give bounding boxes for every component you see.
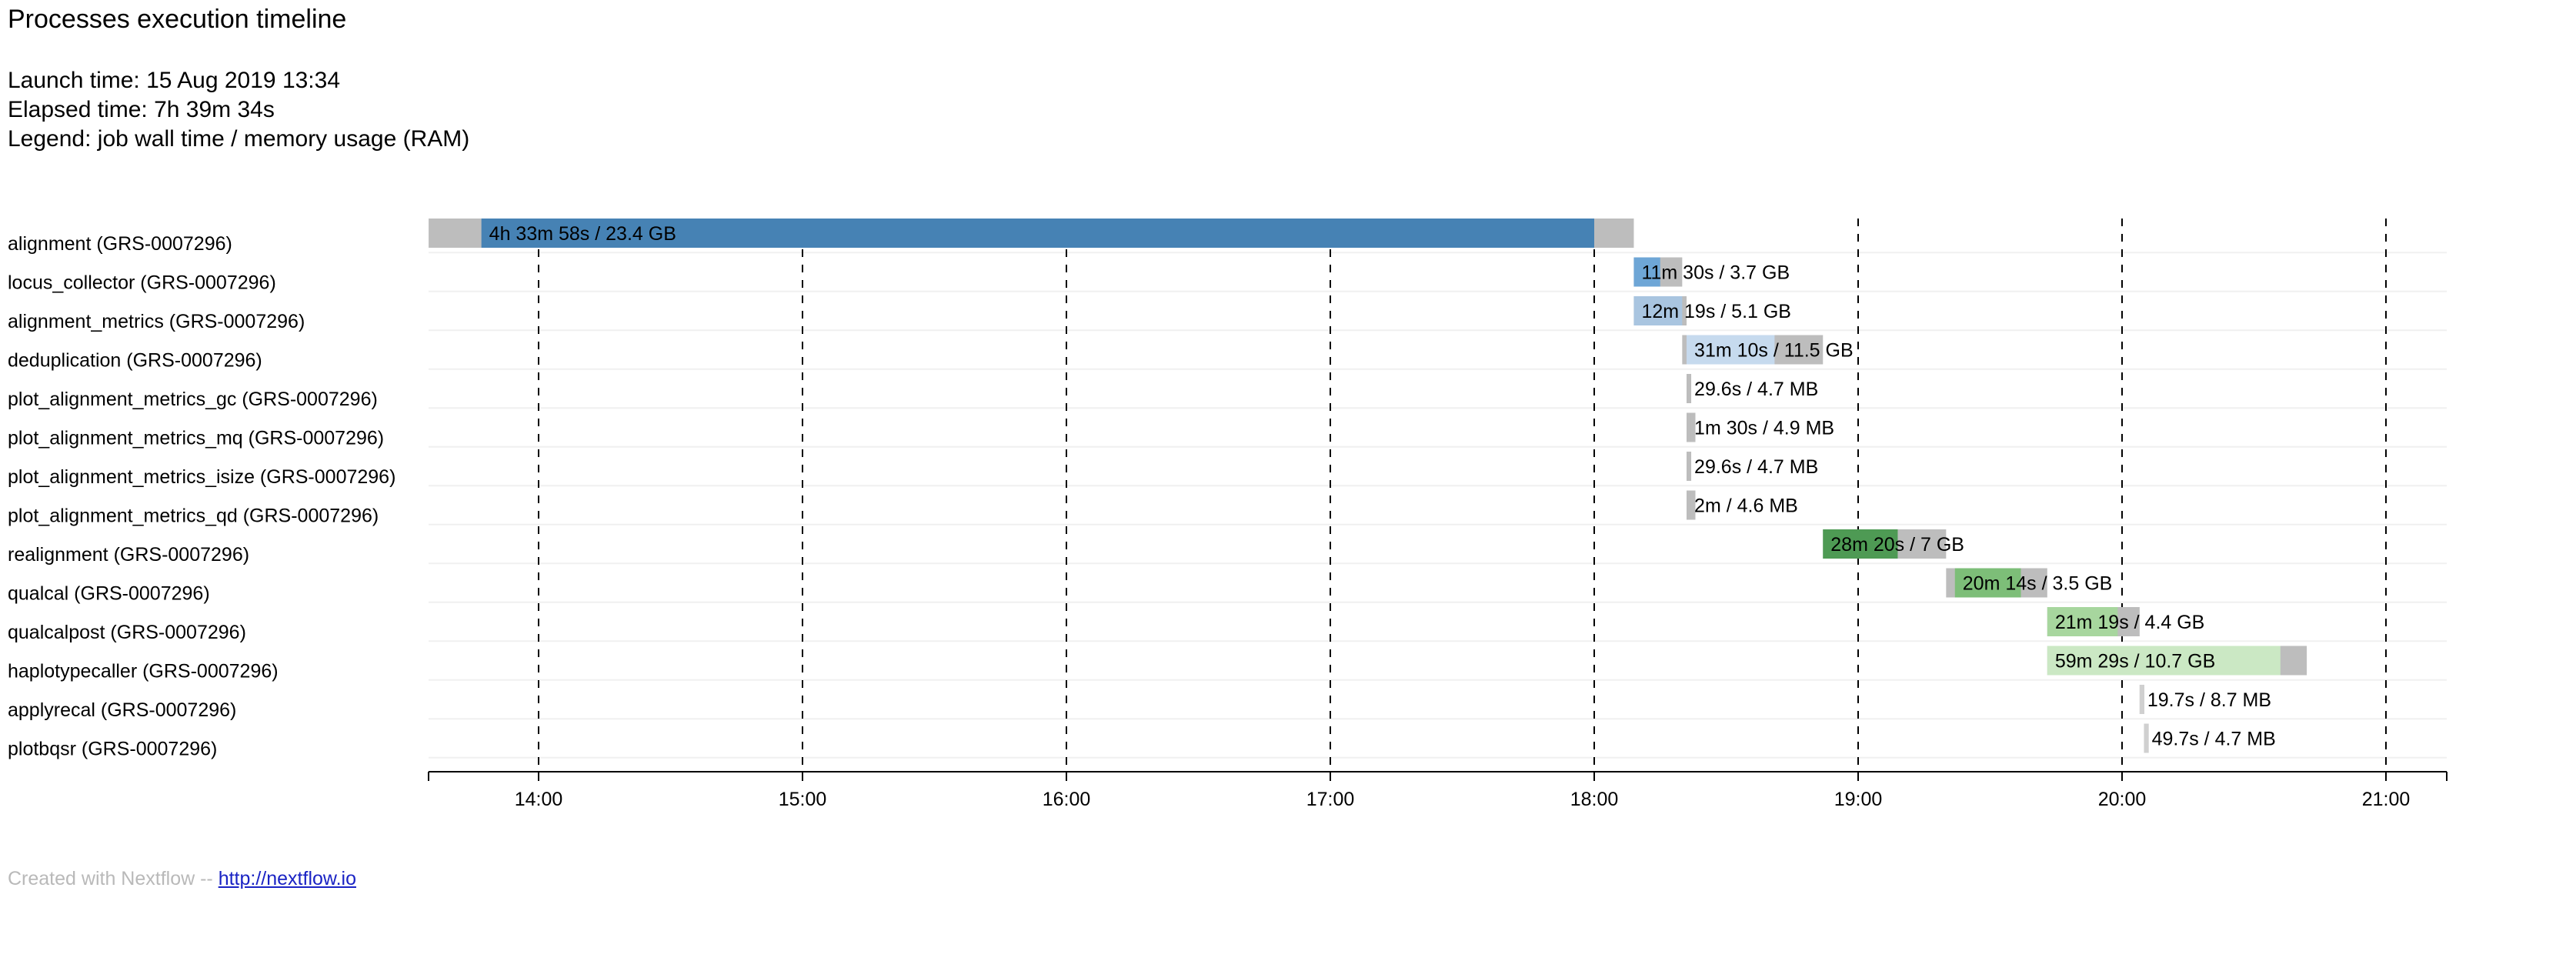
launch-time: Launch time: 15 Aug 2019 13:34 (8, 68, 341, 93)
task-run-bar-realignment[interactable] (1823, 529, 1898, 559)
task-bar-label-plot-alignment-metrics-mq: 1m 30s / 4.9 MB (1694, 418, 1834, 439)
task-label-alignment-metrics: alignment_metrics (GRS-0007296) (8, 311, 305, 332)
task-run-bar-locus-collector[interactable] (1633, 257, 1660, 287)
task-label-locus-collector: locus_collector (GRS-0007296) (8, 272, 276, 294)
elapsed-time: Elapsed time: 7h 39m 34s (8, 97, 275, 122)
footer: Created with Nextflow -- http://nextflow… (8, 868, 356, 890)
task-label-alignment: alignment (GRS-0007296) (8, 233, 232, 255)
task-label-applyrecal: applyrecal (GRS-0007296) (8, 699, 236, 721)
task-run-bar-plot-alignment-metrics-gc[interactable] (1687, 374, 1691, 403)
task-bar-label-alignment: 4h 33m 58s / 23.4 GB (489, 223, 676, 245)
task-label-plot-alignment-metrics-gc: plot_alignment_metrics_gc (GRS-0007296) (8, 389, 378, 410)
x-tick-label-1800: 18:00 (1570, 789, 1619, 810)
task-label-plot-alignment-metrics-mq: plot_alignment_metrics_mq (GRS-0007296) (8, 428, 384, 449)
legend-description: Legend: job wall time / memory usage (RA… (8, 126, 470, 152)
x-tick-label-2100: 21:00 (2362, 789, 2411, 810)
task-bar-label-qualcalpost: 21m 19s / 4.4 GB (2055, 612, 2205, 633)
task-label-haplotypecaller: haplotypecaller (GRS-0007296) (8, 661, 279, 682)
x-tick-label-1400: 14:00 (515, 789, 563, 810)
page-title: Processes execution timeline (8, 5, 347, 34)
task-run-bar-plotbqsr[interactable] (2144, 723, 2149, 753)
task-bar-label-applyrecal: 19.7s / 8.7 MB (2147, 689, 2271, 711)
task-run-bar-plot-alignment-metrics-mq[interactable] (1687, 412, 1691, 442)
run-metadata: Launch time: 15 Aug 2019 13:34 Elapsed t… (8, 66, 469, 154)
task-run-bar-plot-alignment-metrics-qd[interactable] (1687, 490, 1691, 520)
task-bar-label-locus-collector: 11m 30s / 3.7 GB (1641, 262, 1790, 284)
task-bar-label-deduplication: 31m 10s / 11.5 GB (1694, 340, 1854, 362)
task-run-bar-alignment[interactable] (481, 219, 1594, 248)
task-bar-label-alignment-metrics: 12m 19s / 5.1 GB (1641, 301, 1791, 322)
x-tick-label-1600: 16:00 (1043, 789, 1091, 810)
task-bar-label-plotbqsr: 49.7s / 4.7 MB (2152, 729, 2276, 750)
task-bar-label-haplotypecaller: 59m 29s / 10.7 GB (2055, 651, 2215, 672)
task-label-deduplication: deduplication (GRS-0007296) (8, 350, 262, 372)
task-run-bar-haplotypecaller[interactable] (2047, 646, 2281, 676)
task-run-bar-applyrecal[interactable] (2139, 685, 2144, 714)
x-tick-label-1900: 19:00 (1834, 789, 1883, 810)
task-run-bar-alignment-metrics[interactable] (1633, 296, 1683, 325)
x-tick-label-1700: 17:00 (1306, 789, 1355, 810)
footer-credit: Created with Nextflow -- (8, 868, 213, 889)
task-bar-label-qualcal: 20m 14s / 3.5 GB (1963, 573, 2113, 595)
task-run-bar-plot-alignment-metrics-isize[interactable] (1687, 452, 1691, 481)
task-bar-label-plot-alignment-metrics-isize: 29.6s / 4.7 MB (1694, 456, 1818, 478)
task-bar-label-realignment: 28m 20s / 7 GB (1830, 534, 1964, 556)
x-tick-label-1500: 15:00 (779, 789, 827, 810)
task-label-plotbqsr: plotbqsr (GRS-0007296) (8, 739, 217, 760)
nextflow-link[interactable]: http://nextflow.io (218, 868, 356, 889)
task-label-plot-alignment-metrics-isize: plot_alignment_metrics_isize (GRS-000729… (8, 466, 395, 488)
task-label-qualcalpost: qualcalpost (GRS-0007296) (8, 622, 246, 643)
task-run-bar-qualcalpost[interactable] (2047, 607, 2118, 636)
task-bar-label-plot-alignment-metrics-gc: 29.6s / 4.7 MB (1694, 379, 1818, 400)
task-bar-label-plot-alignment-metrics-qd: 2m / 4.6 MB (1694, 496, 1798, 517)
task-run-bar-qualcal[interactable] (1954, 568, 2021, 598)
task-label-qualcal: qualcal (GRS-0007296) (8, 583, 210, 605)
task-label-plot-alignment-metrics-qd: plot_alignment_metrics_qd (GRS-0007296) (8, 506, 379, 527)
x-tick-label-2000: 20:00 (2098, 789, 2147, 810)
task-run-bar-deduplication[interactable] (1687, 335, 1775, 365)
task-label-realignment: realignment (GRS-0007296) (8, 544, 249, 566)
